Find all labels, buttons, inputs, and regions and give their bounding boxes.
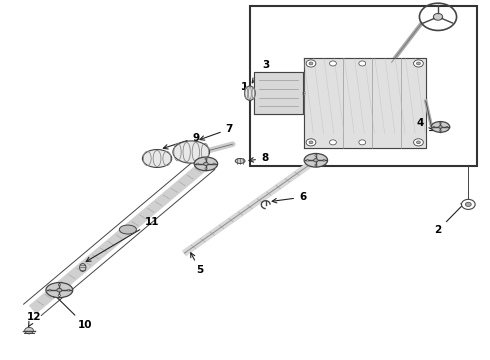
Text: 9: 9: [163, 133, 200, 149]
Circle shape: [414, 60, 423, 67]
Ellipse shape: [143, 149, 172, 167]
Circle shape: [58, 284, 60, 285]
Ellipse shape: [431, 122, 450, 132]
Text: 2: 2: [434, 202, 465, 235]
Text: 3: 3: [252, 59, 269, 83]
Circle shape: [414, 139, 423, 146]
Circle shape: [309, 62, 313, 65]
Circle shape: [306, 139, 316, 146]
Text: 1: 1: [241, 82, 247, 93]
Bar: [250, 6, 477, 166]
Circle shape: [315, 164, 317, 166]
Circle shape: [24, 327, 33, 334]
Circle shape: [68, 289, 70, 291]
Ellipse shape: [46, 283, 73, 298]
Polygon shape: [304, 58, 426, 148]
Circle shape: [196, 163, 199, 165]
Ellipse shape: [194, 157, 218, 171]
Circle shape: [439, 126, 442, 128]
Circle shape: [433, 13, 442, 20]
Text: 4: 4: [416, 118, 435, 131]
Circle shape: [466, 202, 471, 207]
Circle shape: [307, 159, 309, 161]
Circle shape: [58, 294, 60, 296]
Circle shape: [213, 163, 215, 165]
Circle shape: [440, 122, 441, 124]
Text: 6: 6: [272, 192, 306, 203]
Polygon shape: [254, 72, 303, 114]
Circle shape: [49, 289, 51, 291]
Text: 11: 11: [86, 217, 159, 261]
Circle shape: [306, 60, 316, 67]
Text: 8: 8: [249, 153, 268, 163]
Circle shape: [314, 159, 318, 162]
Circle shape: [440, 130, 441, 131]
Ellipse shape: [235, 158, 245, 163]
Circle shape: [205, 168, 207, 170]
Circle shape: [330, 140, 336, 145]
Text: 5: 5: [191, 253, 204, 275]
Text: 7: 7: [200, 124, 233, 140]
Circle shape: [315, 155, 317, 156]
Circle shape: [462, 199, 475, 210]
Circle shape: [330, 61, 336, 66]
Text: 10: 10: [52, 293, 92, 330]
Circle shape: [205, 158, 207, 160]
Ellipse shape: [173, 141, 210, 163]
Circle shape: [433, 126, 435, 127]
Circle shape: [359, 140, 366, 145]
Circle shape: [323, 159, 325, 161]
Circle shape: [416, 62, 420, 65]
Ellipse shape: [79, 264, 86, 271]
Circle shape: [204, 162, 208, 166]
Ellipse shape: [304, 153, 328, 167]
Circle shape: [57, 288, 62, 292]
Circle shape: [416, 141, 420, 144]
Circle shape: [309, 141, 313, 144]
Text: 12: 12: [26, 312, 41, 327]
Ellipse shape: [119, 225, 136, 234]
Circle shape: [359, 61, 366, 66]
Ellipse shape: [245, 86, 255, 100]
Circle shape: [446, 126, 448, 127]
